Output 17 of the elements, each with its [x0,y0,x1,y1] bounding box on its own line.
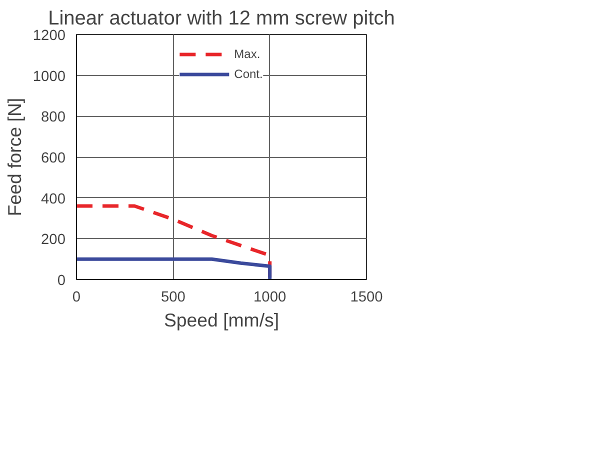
legend-label: Max. [234,47,260,61]
x-tick-label: 1500 [350,290,383,306]
y-tick-label: 800 [41,110,66,126]
x-axis-title: Speed [mm/s] [164,310,280,330]
x-tick-label: 1000 [254,290,286,306]
y-tick-label: 1200 [32,28,66,44]
y-tick-label: 1000 [32,68,66,85]
line-series [76,257,272,280]
x-tick-label: 500 [160,290,186,306]
y-tick-label: 400 [41,191,66,208]
y-tick-label: 0 [57,273,66,289]
chart-title: Linear actuator with 12 mm screw pitch [48,8,395,30]
y-axis-title: Feed force [N] [4,98,25,216]
legend-label: Cont. [234,67,263,81]
y-tick-label: 600 [41,150,66,166]
y-tick-label: 200 [41,232,66,248]
x-tick-label: 0 [72,290,81,306]
